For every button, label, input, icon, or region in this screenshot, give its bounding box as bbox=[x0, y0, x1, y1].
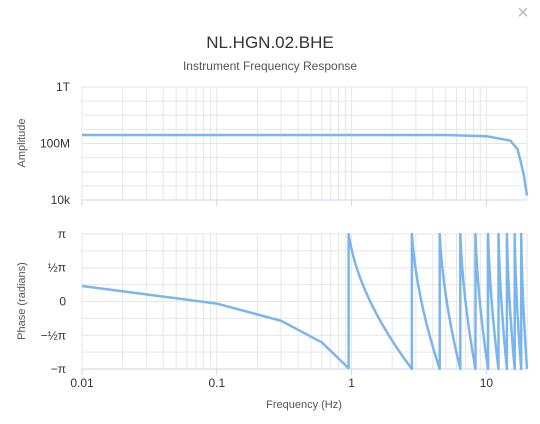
phase-y-axis-label: Phase (radians) bbox=[16, 262, 28, 340]
amplitude-series-line bbox=[82, 133, 529, 196]
chart-subtitle: Instrument Frequency Response bbox=[183, 59, 357, 73]
phase-y-tick-label: ½π bbox=[48, 261, 66, 275]
x-tick-label: 0.01 bbox=[70, 376, 94, 390]
x-ticks: 0.01 0.1 1 10 bbox=[70, 200, 493, 390]
amplitude-y-ticks: 10k 100M 1T bbox=[40, 80, 71, 207]
phase-y-tick-label: π bbox=[58, 227, 66, 241]
amplitude-y-tick-label: 1T bbox=[56, 80, 71, 94]
amplitude-grid bbox=[81, 86, 528, 201]
close-icon[interactable]: × bbox=[517, 2, 529, 24]
x-tick-label: 0.1 bbox=[208, 376, 225, 390]
phase-y-tick-label: −½π bbox=[41, 328, 66, 342]
x-tick-label: 1 bbox=[348, 376, 355, 390]
amplitude-y-axis-label: Amplitude bbox=[16, 119, 28, 168]
x-axis-label: Frequency (Hz) bbox=[266, 399, 342, 411]
x-tick-label: 10 bbox=[480, 376, 494, 390]
phase-series-line bbox=[81, 232, 529, 371]
phase-y-tick-label: 0 bbox=[59, 295, 66, 309]
phase-y-ticks: π ½π 0 −½π −π bbox=[41, 227, 67, 376]
amplitude-y-tick-label: 10k bbox=[51, 193, 71, 207]
amplitude-y-tick-label: 100M bbox=[40, 137, 70, 151]
phase-y-tick-label: −π bbox=[51, 362, 66, 376]
chart-title: NL.HGN.02.BHE bbox=[206, 33, 334, 52]
